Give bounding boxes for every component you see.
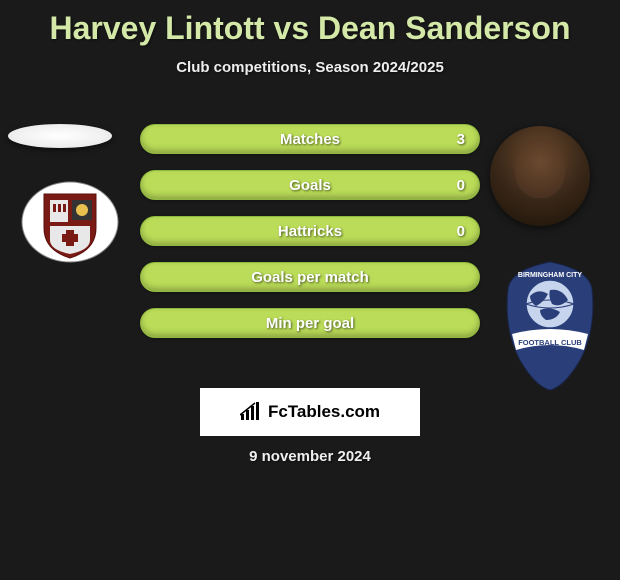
stats-bars: Matches 3 Goals 0 Hattricks 0 Goals per … (140, 124, 480, 354)
branding-box: FcTables.com (200, 388, 420, 436)
stat-label: Min per goal (141, 309, 479, 337)
stat-bar-hattricks: Hattricks 0 (140, 216, 480, 246)
team-right-crest: BIRMINGHAM CITY FOOTBALL CLUB (500, 260, 600, 392)
stat-label: Matches (141, 125, 479, 153)
stat-value: 0 (457, 171, 465, 199)
player-right-avatar (490, 126, 590, 226)
player-left-avatar (8, 124, 112, 148)
stat-bar-goals: Goals 0 (140, 170, 480, 200)
stat-value: 3 (457, 125, 465, 153)
team-left-crest (20, 180, 120, 264)
stat-label: Goals per match (141, 263, 479, 291)
stat-bar-matches: Matches 3 (140, 124, 480, 154)
chart-icon (240, 402, 262, 422)
date-text: 9 november 2024 (0, 448, 620, 465)
stat-label: Hattricks (141, 217, 479, 245)
svg-text:BIRMINGHAM CITY: BIRMINGHAM CITY (518, 272, 582, 279)
svg-text:FOOTBALL CLUB: FOOTBALL CLUB (518, 338, 582, 347)
stat-bar-goals-per-match: Goals per match (140, 262, 480, 292)
stat-bar-min-per-goal: Min per goal (140, 308, 480, 338)
stat-label: Goals (141, 171, 479, 199)
stat-value: 0 (457, 217, 465, 245)
branding-text: FcTables.com (268, 402, 380, 422)
subtitle: Club competitions, Season 2024/2025 (0, 59, 620, 76)
page-title: Harvey Lintott vs Dean Sanderson (0, 0, 620, 47)
